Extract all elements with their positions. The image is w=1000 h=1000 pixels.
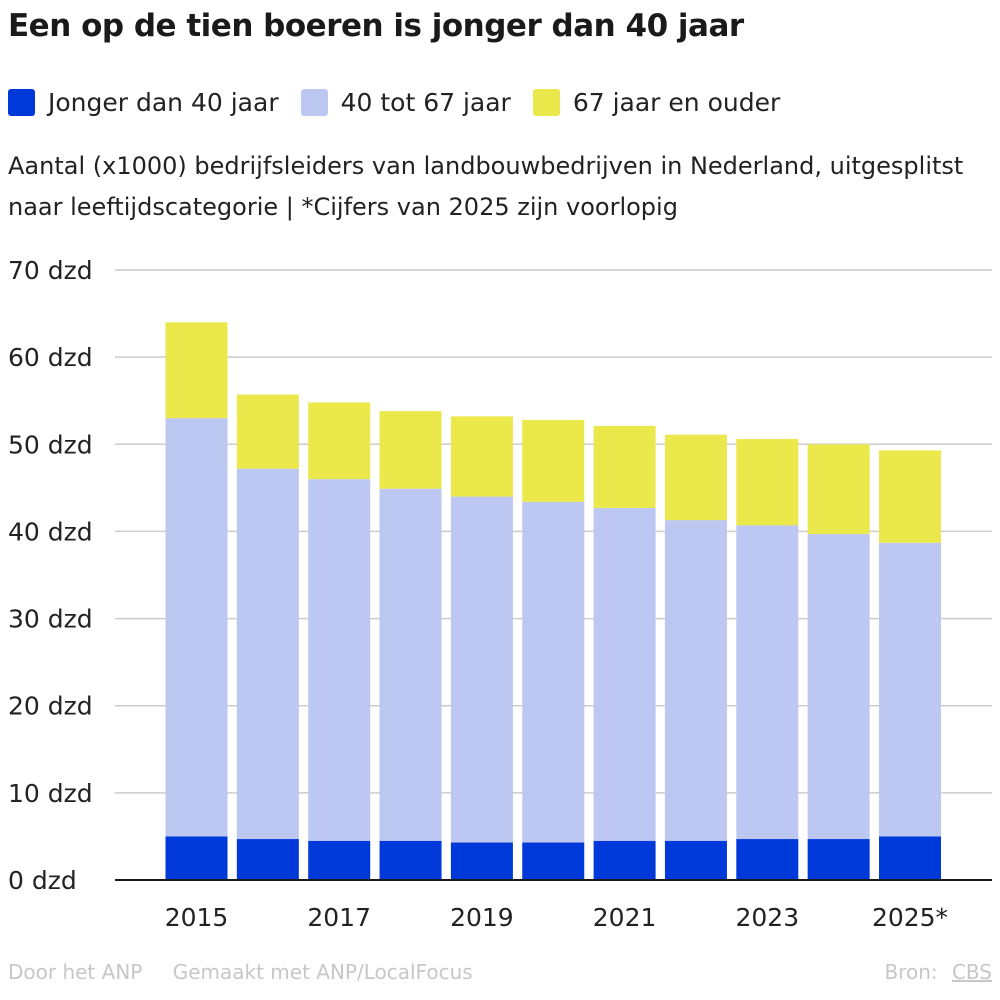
bar-segment [237, 839, 299, 880]
footer-made-with: Gemaakt met ANP/LocalFocus [173, 960, 473, 984]
x-tick-label: 2017 [307, 903, 371, 932]
y-tick-label: 60 dzd [8, 343, 93, 372]
stacked-bar-chart: 0 dzd 10 dzd 20 dzd 30 dzd 40 dzd 50 dzd 60 dz… [0, 240, 1000, 950]
bar-segment [380, 411, 442, 489]
bar-segment [879, 836, 941, 880]
x-tick-label: 2025* [872, 903, 948, 932]
bar-segment [237, 395, 299, 469]
bar-segment [808, 444, 870, 534]
bar-segment [308, 402, 370, 479]
bar-segment [166, 418, 228, 836]
x-tick-label: 2015 [165, 903, 229, 932]
bar-segment [451, 416, 513, 496]
bar-segment [808, 534, 870, 839]
legend-label-old: 67 jaar en ouder [573, 88, 780, 117]
bar-segment [308, 841, 370, 880]
legend-swatch-young [8, 89, 35, 116]
bar-segment [736, 439, 798, 525]
legend-swatch-middle [301, 89, 328, 116]
footer-credits: Door het ANP Gemaakt met ANP/LocalFocus [8, 960, 992, 984]
bar-segment [594, 841, 656, 880]
bar-segment [237, 469, 299, 839]
legend-swatch-old [533, 89, 560, 116]
footer: Door het ANP Gemaakt met ANP/LocalFocus … [8, 960, 992, 984]
bar-segment [380, 489, 442, 841]
legend-item-old: 67 jaar en ouder [533, 88, 780, 117]
y-tick-label: 10 dzd [8, 779, 93, 808]
footer-credit: Door het ANP [8, 960, 142, 984]
chart-subtitle: Aantal (x1000) bedrijfsleiders van landb… [8, 146, 993, 228]
y-tick-label: 20 dzd [8, 692, 93, 721]
x-tick-label: 2023 [735, 903, 799, 932]
x-tick-label: 2021 [593, 903, 657, 932]
bar-segment [879, 450, 941, 542]
x-tick-label: 2019 [450, 903, 514, 932]
legend: Jonger dan 40 jaar 40 tot 67 jaar 67 jaa… [8, 88, 802, 117]
bar-segment [665, 520, 727, 841]
bar-segment [522, 420, 584, 502]
y-tick-label: 0 dzd [8, 866, 77, 895]
y-tick-label: 50 dzd [8, 430, 93, 459]
bar-segment [594, 426, 656, 508]
bar-segment [166, 836, 228, 880]
bar-segment [736, 525, 798, 839]
bar-segment [380, 841, 442, 880]
y-tick-label: 40 dzd [8, 517, 93, 546]
bar-segment [808, 839, 870, 880]
legend-label-young: Jonger dan 40 jaar [48, 88, 279, 117]
bar-segment [665, 435, 727, 520]
bar-segment [522, 502, 584, 843]
bar-segment [451, 497, 513, 843]
bar-segment [879, 543, 941, 837]
footer-source: Bron: CBS [884, 960, 992, 984]
legend-item-young: Jonger dan 40 jaar [8, 88, 279, 117]
bar-segment [308, 479, 370, 841]
bar-segment [522, 843, 584, 880]
bar-segment [451, 843, 513, 880]
bar-segment [736, 839, 798, 880]
y-tick-label: 30 dzd [8, 605, 93, 634]
y-tick-label: 70 dzd [8, 256, 93, 285]
bar-segment [665, 841, 727, 880]
bar-segment [594, 508, 656, 841]
bar-segment [166, 322, 228, 418]
legend-item-middle: 40 tot 67 jaar [301, 88, 511, 117]
legend-label-middle: 40 tot 67 jaar [341, 88, 511, 117]
footer-source-label: Bron: [884, 960, 937, 984]
chart-title: Een op de tien boeren is jonger dan 40 j… [8, 8, 744, 44]
footer-source-link[interactable]: CBS [952, 960, 992, 984]
